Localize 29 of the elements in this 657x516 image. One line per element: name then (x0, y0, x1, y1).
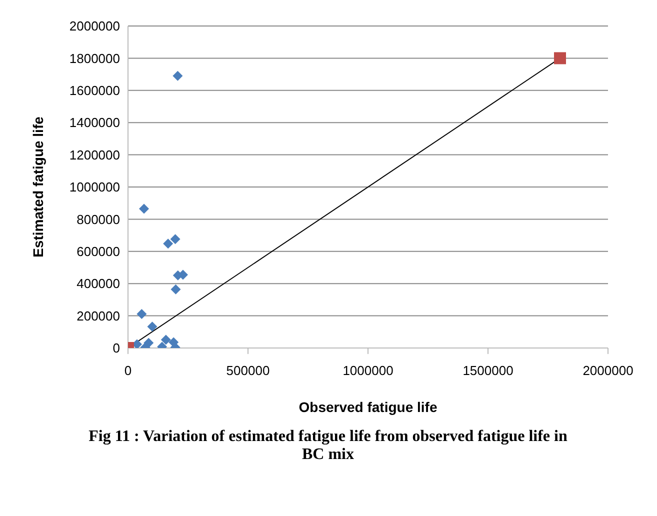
point (139, 204, 150, 214)
y-axis-title: Estimated fatigue life (30, 116, 46, 258)
point (136, 309, 147, 320)
y-tick-label: 1600000 (69, 83, 120, 98)
y-tick-label: 1400000 (69, 115, 120, 130)
y-tick-label: 2000000 (69, 18, 120, 34)
y-tick-label: 800000 (76, 212, 120, 227)
x-tick-label: 500000 (226, 363, 270, 378)
x-tick-label: 0 (124, 363, 132, 378)
point (160, 334, 171, 345)
y-tick-label: 200000 (76, 308, 120, 324)
x-axis-title: Observed fatigue life (298, 399, 438, 415)
point (170, 284, 181, 294)
point (554, 52, 566, 64)
y-tick-label: 1200000 (69, 147, 120, 162)
point (172, 70, 183, 81)
point (144, 338, 154, 348)
x-tick-label: 1000000 (342, 363, 394, 378)
y-tick-label: 600000 (76, 244, 120, 260)
x-tick-label: 1500000 (462, 363, 514, 378)
x-tick-label: 2000000 (582, 363, 634, 378)
y-tick-label: 400000 (76, 276, 120, 292)
point (170, 234, 180, 244)
y-tick-label: 0 (112, 340, 120, 356)
y-tick-label: 1800000 (69, 50, 120, 66)
caption: Fig 11 : Variation of estimated fatigue life from observed fatigue life in BC mix (88, 428, 568, 464)
point (147, 322, 158, 332)
point (163, 238, 174, 249)
y-tick-label: 1000000 (69, 180, 120, 195)
